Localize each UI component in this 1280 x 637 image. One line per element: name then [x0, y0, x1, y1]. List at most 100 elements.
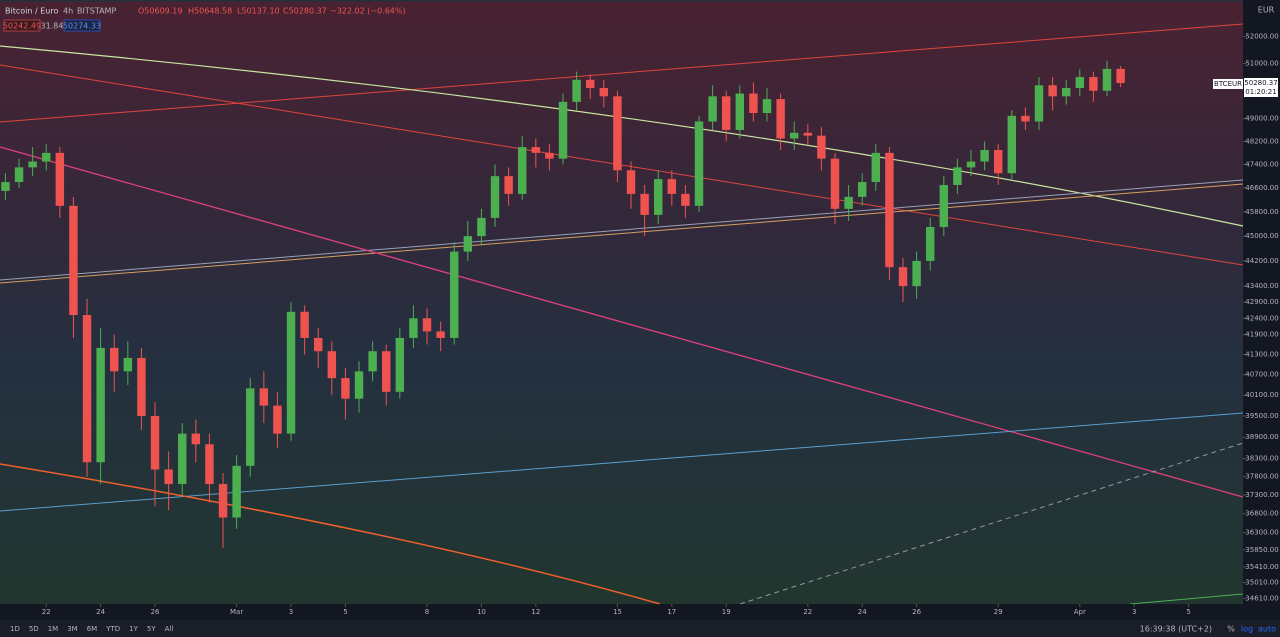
legend: Bitcoin / Euro 4h BITSTAMP O50609.19 H50…	[3, 7, 406, 32]
candle-body	[654, 179, 663, 215]
candle-body	[776, 99, 785, 139]
candle-body	[966, 161, 976, 168]
candle-body	[599, 88, 609, 97]
time-axis	[0, 604, 1280, 620]
candle-body	[300, 311, 309, 338]
range-button[interactable]: 6M	[87, 625, 98, 633]
candle-body	[640, 193, 649, 215]
x-tick-label: 5	[343, 608, 347, 616]
candle-body	[518, 147, 527, 194]
candle-body	[314, 337, 323, 352]
currency: EUR	[1258, 6, 1275, 15]
candle-body	[613, 96, 622, 171]
candle-body	[205, 444, 214, 485]
ask: 50274.33	[63, 22, 101, 31]
x-tick-label: 5	[1186, 608, 1190, 616]
y-tick-label: 43400.00	[1245, 282, 1278, 290]
x-tick-label: 29	[994, 608, 1003, 616]
y-tick-label: 46600.00	[1245, 184, 1278, 192]
candle-body	[830, 158, 840, 209]
candle-body	[246, 388, 255, 466]
candle-body	[898, 267, 908, 287]
candle-body	[368, 351, 377, 372]
candle-body	[817, 135, 826, 159]
trend-line	[0, 412, 1244, 512]
range-button[interactable]: 1Y	[129, 625, 138, 633]
y-tick-label: 42400.00	[1245, 314, 1278, 322]
channel-line	[0, 179, 1244, 281]
candle-body	[218, 484, 228, 518]
log-button[interactable]: log	[1241, 625, 1253, 634]
candle-body	[1116, 68, 1125, 84]
y-tick-label: 51000.00	[1245, 59, 1278, 67]
candle-body	[1048, 85, 1057, 97]
x-tick-label: 17	[667, 608, 676, 616]
range-button[interactable]: YTD	[105, 625, 120, 633]
candle-body	[82, 315, 92, 463]
curve	[0, 463, 661, 605]
candle-body	[150, 416, 160, 470]
candle-body	[395, 337, 405, 392]
candle-body	[694, 121, 704, 206]
y-tick-label: 41900.00	[1245, 331, 1278, 339]
candle-body	[586, 79, 595, 89]
range-button[interactable]: 3M	[67, 625, 78, 633]
candle-body	[341, 378, 350, 399]
candle-body	[232, 465, 241, 518]
x-tick-label: 19	[722, 608, 731, 616]
x-tick-label: 22	[42, 608, 51, 616]
y-tick-label: 38900.00	[1245, 433, 1278, 441]
change: −322.02 (−0.64%)	[330, 7, 406, 16]
candle-body	[871, 152, 881, 183]
y-tick-label: 35410.00	[1245, 563, 1278, 571]
candle-body	[450, 251, 459, 338]
range-button[interactable]: 5D	[29, 625, 39, 633]
price-box	[1244, 78, 1278, 97]
bid-box	[3, 19, 41, 32]
candle-body	[803, 132, 813, 136]
candle-body	[885, 152, 894, 268]
close: C50280.37	[283, 7, 327, 16]
candle-body	[354, 371, 364, 399]
y-tick-label: 42900.00	[1245, 298, 1278, 306]
range-button[interactable]: 1M	[48, 625, 59, 633]
x-tick-label: 24	[96, 608, 105, 616]
symbol-tag	[1213, 79, 1243, 89]
candle-body	[558, 101, 568, 159]
candle-body	[164, 469, 173, 485]
y-tick-label: 45000.00	[1245, 232, 1278, 240]
candle-body	[96, 347, 105, 463]
toolbar: 16:39:38 (UTC+2) % log auto 1D 5D 1M 3M 6M YT…	[10, 625, 1276, 634]
candle-body	[178, 433, 187, 485]
percent-button[interactable]: %	[1227, 625, 1235, 634]
range-button[interactable]: 5Y	[147, 625, 156, 633]
y-tick-label: 35010.00	[1245, 579, 1278, 587]
candle-body	[545, 152, 554, 159]
x-tick-label: 15	[613, 608, 622, 616]
range-button[interactable]: 1D	[10, 625, 20, 633]
candle-body	[191, 433, 201, 445]
range-button[interactable]: All	[165, 625, 174, 633]
symbol: Bitcoin / Euro	[5, 7, 58, 16]
x-tick-label: 22	[803, 608, 812, 616]
channel-line	[0, 183, 1244, 284]
candle-body	[953, 167, 962, 185]
y-tick-label: 48200.00	[1245, 137, 1278, 145]
candle-body	[273, 405, 282, 434]
candle-body	[1, 182, 10, 191]
candle-body	[1089, 77, 1098, 91]
trend-line	[0, 146, 1244, 498]
candle-body	[925, 226, 935, 261]
auto-button[interactable]: auto	[1258, 625, 1276, 634]
countdown: 01:20:21	[1245, 88, 1276, 96]
candle-body	[844, 196, 853, 209]
candle-body	[42, 152, 51, 162]
candle-body	[123, 357, 133, 372]
last-price: 50280.37	[1244, 79, 1277, 87]
y-tick-label: 34610.00	[1245, 594, 1278, 602]
candle-body	[722, 96, 731, 130]
candles	[1, 60, 1125, 548]
candle-body	[382, 351, 391, 392]
y-tick-label: 38300.00	[1245, 455, 1278, 463]
